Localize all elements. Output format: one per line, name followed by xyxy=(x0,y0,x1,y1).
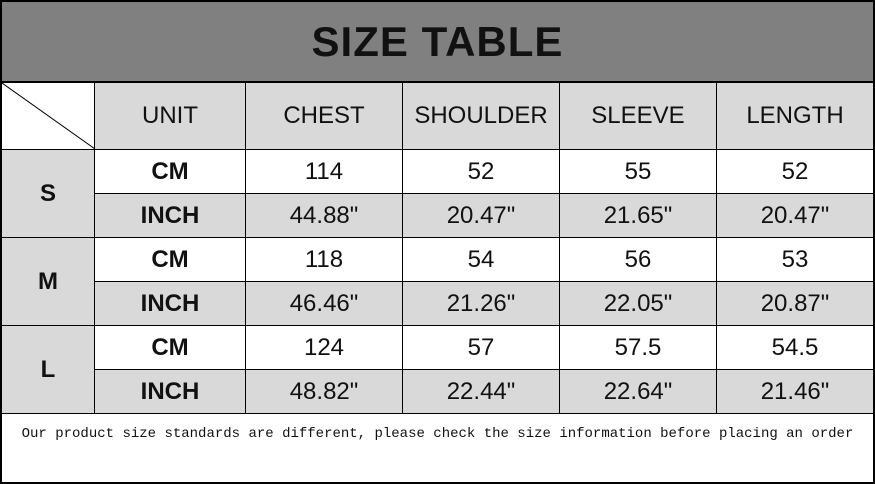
measurement-value: 21.46" xyxy=(717,370,873,414)
unit-label: INCH xyxy=(95,370,246,414)
column-header-chest: CHEST xyxy=(246,83,403,150)
measurement-value: 21.65" xyxy=(560,194,717,238)
measurement-value: 48.82" xyxy=(246,370,403,414)
size-label: L xyxy=(2,326,95,414)
measurement-value: 57.5 xyxy=(560,326,717,370)
measurement-value: 44.88" xyxy=(246,194,403,238)
measurement-value: 46.46" xyxy=(246,282,403,326)
table-title: SIZE TABLE xyxy=(2,2,873,83)
column-header-unit: UNIT xyxy=(95,83,246,150)
measurement-value: 55 xyxy=(560,150,717,194)
column-header-length: LENGTH xyxy=(717,83,873,150)
measurement-value: 20.87" xyxy=(717,282,873,326)
measurement-value: 22.05" xyxy=(560,282,717,326)
corner-diagonal-cell xyxy=(2,83,95,150)
diagonal-line xyxy=(2,83,95,150)
measurement-value: 118 xyxy=(246,238,403,282)
measurement-value: 20.47" xyxy=(403,194,560,238)
column-header-shoulder: SHOULDER xyxy=(403,83,560,150)
unit-label: CM xyxy=(95,238,246,282)
measurement-value: 114 xyxy=(246,150,403,194)
size-label: M xyxy=(2,238,95,326)
size-label: S xyxy=(2,150,95,238)
measurement-value: 21.26" xyxy=(403,282,560,326)
measurement-value: 22.44" xyxy=(403,370,560,414)
unit-label: INCH xyxy=(95,282,246,326)
unit-label: CM xyxy=(95,150,246,194)
unit-label: INCH xyxy=(95,194,246,238)
measurement-value: 56 xyxy=(560,238,717,282)
measurement-value: 54 xyxy=(403,238,560,282)
measurement-value: 22.64" xyxy=(560,370,717,414)
size-note: Our product size standards are different… xyxy=(2,413,873,482)
measurement-value: 53 xyxy=(717,238,873,282)
measurement-value: 57 xyxy=(403,326,560,370)
measurement-value: 20.47" xyxy=(717,194,873,238)
measurement-value: 52 xyxy=(403,150,560,194)
measurement-value: 52 xyxy=(717,150,873,194)
measurement-value: 124 xyxy=(246,326,403,370)
measurement-value: 54.5 xyxy=(717,326,873,370)
unit-label: CM xyxy=(95,326,246,370)
column-header-sleeve: SLEEVE xyxy=(560,83,717,150)
size-grid: UNIT CHEST SHOULDER SLEEVE LENGTH S CM 114 52 55 5… xyxy=(2,83,873,414)
